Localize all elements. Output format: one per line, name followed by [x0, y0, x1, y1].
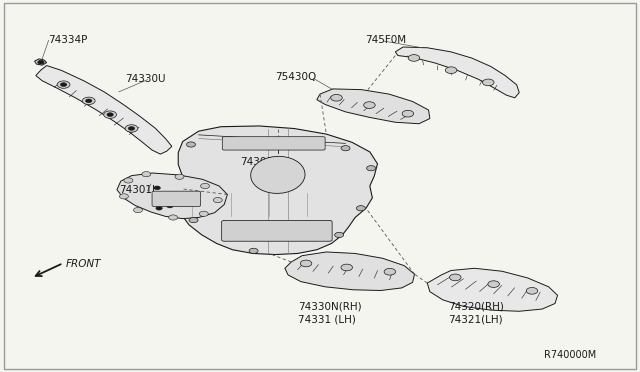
Circle shape	[120, 194, 129, 199]
Circle shape	[384, 269, 396, 275]
Polygon shape	[178, 126, 378, 254]
Text: 74321(LH): 74321(LH)	[448, 314, 502, 324]
Circle shape	[125, 125, 138, 132]
Circle shape	[57, 81, 70, 88]
Circle shape	[274, 144, 283, 149]
Circle shape	[124, 178, 133, 183]
Circle shape	[331, 94, 342, 101]
Text: 74330N(RH): 74330N(RH)	[298, 301, 361, 311]
Polygon shape	[285, 252, 415, 291]
Circle shape	[189, 218, 198, 223]
Ellipse shape	[251, 156, 305, 193]
Polygon shape	[396, 47, 519, 98]
Circle shape	[104, 111, 116, 118]
Text: 74330U: 74330U	[125, 74, 166, 84]
Circle shape	[200, 183, 209, 189]
Text: 75430Q: 75430Q	[275, 73, 317, 83]
FancyBboxPatch shape	[221, 221, 332, 241]
Circle shape	[142, 171, 151, 177]
Circle shape	[341, 145, 350, 151]
Circle shape	[213, 198, 222, 203]
Polygon shape	[36, 65, 172, 154]
Circle shape	[335, 232, 344, 237]
Circle shape	[356, 206, 365, 211]
Circle shape	[364, 102, 375, 108]
Circle shape	[128, 126, 134, 130]
Circle shape	[402, 110, 413, 117]
Circle shape	[341, 264, 353, 271]
Circle shape	[249, 248, 258, 253]
Circle shape	[83, 97, 95, 105]
Polygon shape	[117, 173, 227, 219]
Circle shape	[38, 60, 44, 64]
Circle shape	[408, 55, 420, 61]
Circle shape	[186, 142, 195, 147]
Circle shape	[367, 166, 376, 171]
Circle shape	[165, 192, 172, 196]
Circle shape	[445, 67, 457, 74]
Polygon shape	[428, 268, 557, 311]
FancyBboxPatch shape	[152, 191, 200, 206]
Text: 74353A: 74353A	[250, 138, 290, 148]
Text: 745F0M: 745F0M	[365, 35, 406, 45]
Circle shape	[449, 274, 461, 281]
Circle shape	[154, 186, 161, 190]
Text: 74300: 74300	[240, 157, 273, 167]
Text: FRONT: FRONT	[66, 259, 101, 269]
Circle shape	[199, 211, 208, 217]
Circle shape	[483, 79, 494, 86]
Circle shape	[156, 206, 163, 210]
Circle shape	[86, 99, 92, 103]
Circle shape	[60, 83, 67, 86]
Text: R740000M: R740000M	[543, 350, 596, 360]
Polygon shape	[35, 59, 47, 65]
FancyBboxPatch shape	[222, 137, 325, 150]
Text: 74320(RH): 74320(RH)	[448, 301, 504, 311]
Circle shape	[173, 198, 179, 202]
Circle shape	[107, 113, 113, 116]
Circle shape	[169, 215, 177, 220]
Circle shape	[167, 204, 173, 208]
Circle shape	[488, 281, 499, 288]
Circle shape	[526, 288, 538, 294]
Polygon shape	[317, 89, 430, 124]
Text: 74334P: 74334P	[49, 35, 88, 45]
Text: 74301L: 74301L	[119, 185, 157, 195]
Circle shape	[134, 208, 143, 213]
Text: 74331 (LH): 74331 (LH)	[298, 314, 356, 324]
Circle shape	[175, 174, 184, 179]
Circle shape	[300, 260, 312, 267]
